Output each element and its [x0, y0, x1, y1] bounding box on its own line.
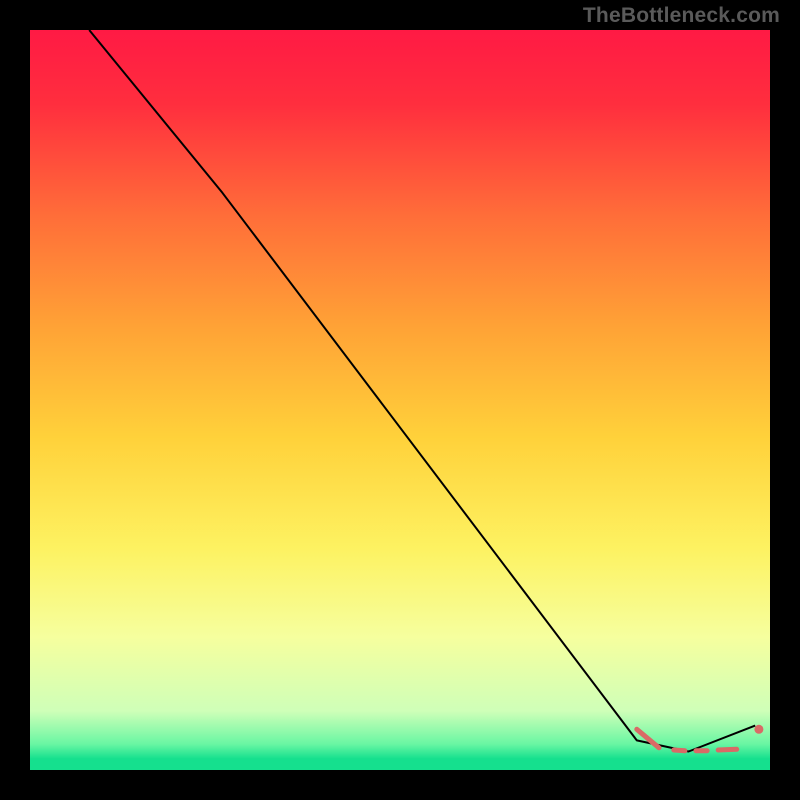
attribution-text: TheBottleneck.com [583, 4, 780, 28]
dashed-segment [674, 750, 685, 751]
chart-svg [30, 30, 770, 770]
endpoint-marker [754, 725, 763, 734]
plot-area [30, 30, 770, 770]
chart-background [30, 30, 770, 770]
dashed-segment [718, 749, 737, 750]
